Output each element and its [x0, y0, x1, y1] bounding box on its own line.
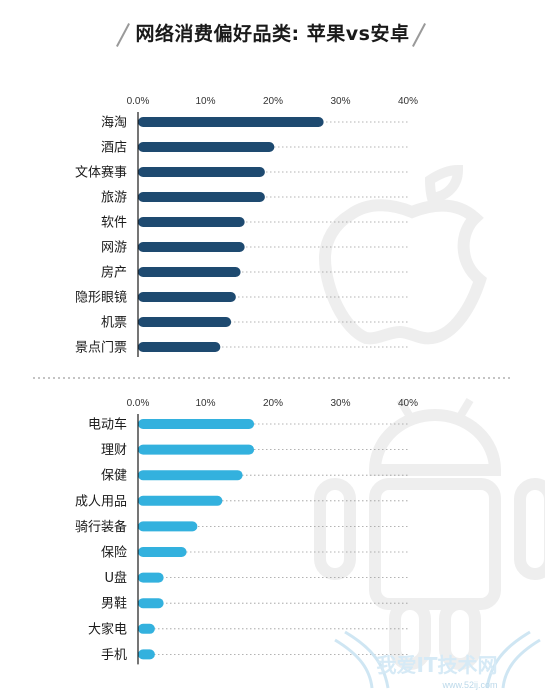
- bar: [138, 444, 255, 455]
- chart-title: 网络消费偏好品类: 苹果vs安卓: [135, 23, 410, 45]
- bar: [138, 267, 241, 277]
- category-label: 文体赛事: [75, 165, 127, 181]
- tick-label: 40%: [398, 398, 418, 409]
- title-area: 网络消费偏好品类: 苹果vs安卓: [0, 14, 545, 54]
- bar: [138, 547, 187, 557]
- tick-label: 20%: [263, 96, 283, 107]
- category-label: 酒店: [101, 141, 127, 156]
- bar: [138, 192, 265, 202]
- category-label: 保险: [101, 546, 127, 561]
- category-label: 机票: [101, 316, 127, 331]
- watermark: 我爱IT技术网 www.52ij.com: [334, 630, 541, 690]
- bar: [138, 470, 243, 481]
- watermark-url: www.52ij.com: [441, 680, 497, 690]
- tick-label: 10%: [195, 398, 215, 409]
- android-logo-icon: [314, 397, 545, 670]
- tick-label: 30%: [330, 398, 350, 409]
- watermark-text: 我爱IT技术网: [376, 653, 497, 677]
- bar: [138, 495, 223, 506]
- bar: [138, 292, 236, 302]
- category-label: 成人用品: [75, 494, 127, 509]
- bar: [138, 217, 245, 227]
- category-label: 理财: [101, 443, 127, 458]
- bar: [138, 572, 164, 583]
- category-label: 手机: [101, 648, 127, 663]
- category-label: 保健: [101, 469, 127, 484]
- apple-logo-icon: [318, 164, 487, 345]
- bar: [138, 419, 255, 429]
- category-label: 景点门票: [75, 341, 127, 356]
- bar: [138, 167, 265, 177]
- tick-label: 40%: [398, 96, 418, 107]
- tick-label: 10%: [195, 96, 215, 107]
- category-label: 隐形眼镜: [75, 291, 127, 306]
- bar: [138, 623, 155, 634]
- bar: [138, 598, 164, 609]
- category-label: 软件: [101, 216, 127, 231]
- category-label: 骑行装备: [75, 519, 127, 535]
- category-label: 大家电: [88, 621, 127, 637]
- category-label: 海淘: [101, 116, 127, 131]
- category-label: U盘: [104, 570, 127, 586]
- bar: [138, 317, 232, 327]
- bar: [138, 649, 155, 660]
- tick-label: 20%: [263, 398, 283, 409]
- category-label: 男鞋: [101, 596, 127, 612]
- bar: [138, 117, 324, 127]
- tick-label: 0.0%: [127, 398, 150, 409]
- bar: [138, 142, 275, 152]
- bar: [138, 342, 221, 352]
- category-label: 网游: [101, 241, 127, 256]
- tick-label: 30%: [330, 96, 350, 107]
- category-label: 旅游: [101, 191, 127, 206]
- bar: [138, 242, 245, 252]
- bar: [138, 521, 198, 532]
- tick-label: 0.0%: [127, 96, 150, 107]
- apple-chart: 0.0% 10% 20% 30% 40% 海淘酒店文体赛事旅游软件网游房产隐形眼镜机票景点…: [75, 96, 418, 357]
- category-label: 房产: [101, 265, 127, 281]
- category-label: 电动车: [88, 417, 127, 433]
